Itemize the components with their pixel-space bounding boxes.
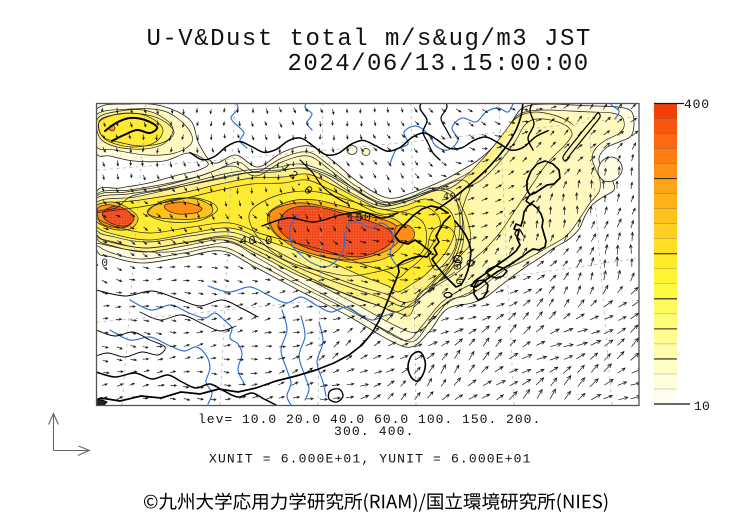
svg-text:40: 40 bbox=[443, 192, 457, 203]
svg-text:U-V&Dust total m/s&ug/m3 JST: U-V&Dust total m/s&ug/m3 JST bbox=[147, 26, 592, 53]
svg-text:150.: 150. bbox=[347, 211, 381, 225]
svg-text:XUNIT = 6.000E+01, YUNIT = 6.0: XUNIT = 6.000E+01, YUNIT = 6.000E+01 bbox=[209, 452, 532, 467]
svg-text:.0: .0 bbox=[94, 258, 109, 270]
svg-text:lev= 10.0 20.0 40.0 60.0 100.: lev= 10.0 20.0 40.0 60.0 100. 150. 200. bbox=[198, 412, 541, 427]
svg-text:2024/06/13.15:00:00: 2024/06/13.15:00:00 bbox=[288, 51, 590, 78]
svg-text:40.0: 40.0 bbox=[448, 256, 465, 287]
svg-text:400: 400 bbox=[684, 97, 710, 112]
svg-text:40.0: 40.0 bbox=[240, 234, 274, 248]
svg-text:10: 10 bbox=[694, 399, 710, 414]
svg-text:300. 400.: 300. 400. bbox=[334, 424, 415, 439]
